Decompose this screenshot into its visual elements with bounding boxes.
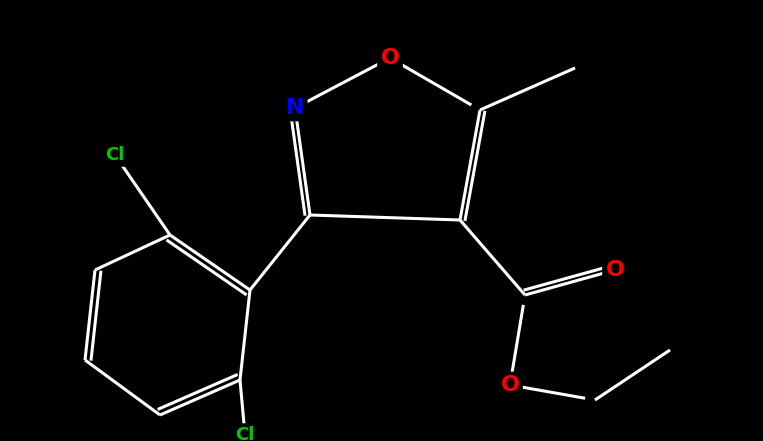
Text: O: O (606, 260, 624, 280)
Text: O: O (381, 48, 400, 68)
Text: Cl: Cl (105, 146, 124, 164)
Text: N: N (286, 98, 304, 118)
Text: O: O (501, 375, 520, 395)
Text: Cl: Cl (235, 426, 255, 441)
